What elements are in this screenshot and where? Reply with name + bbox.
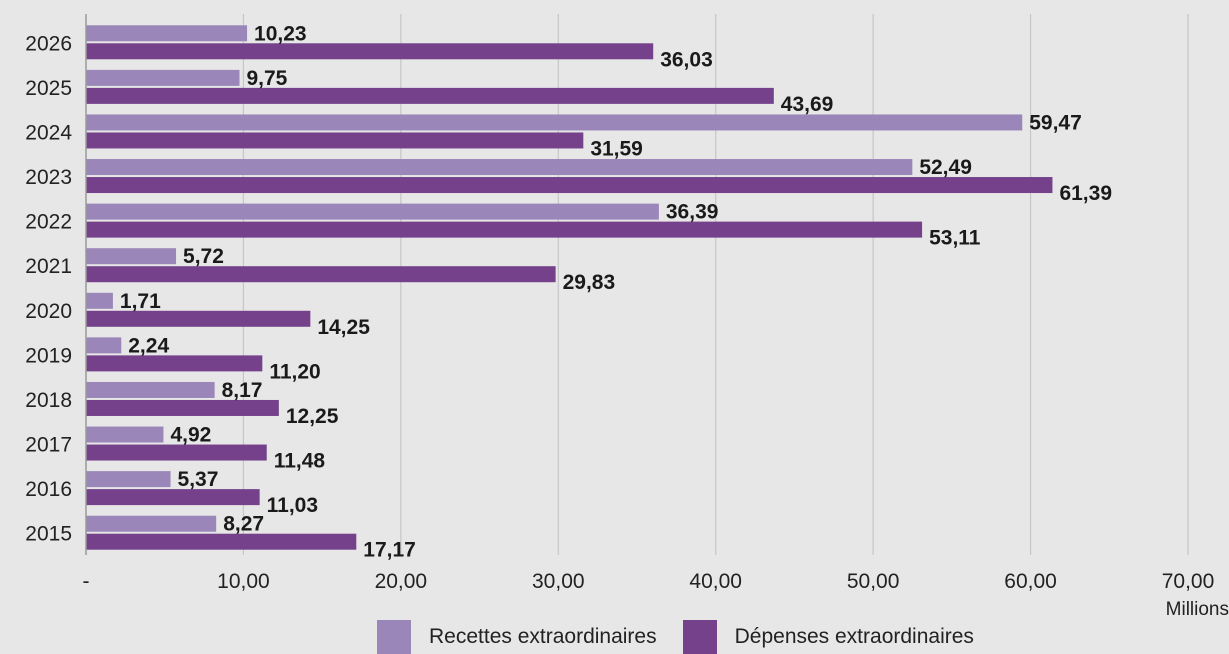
bar-recettes bbox=[86, 25, 248, 42]
legend-label-recettes: Recettes extraordinaires bbox=[429, 625, 657, 648]
category-label: 2024 bbox=[25, 121, 72, 144]
data-label: 52,49 bbox=[919, 156, 972, 179]
data-label: 36,39 bbox=[666, 201, 719, 224]
legend: Recettes extraordinaires Dépenses extrao… bbox=[377, 620, 1000, 654]
data-label: 11,03 bbox=[267, 494, 318, 517]
bar-recettes bbox=[86, 159, 913, 176]
bar-recettes bbox=[86, 515, 217, 532]
data-labels: 10,23 36,03 9,75 43,69 59,47 31,59 52,49 61,39 3… bbox=[120, 22, 1112, 561]
legend-label-depenses: Dépenses extraordinaires bbox=[734, 625, 974, 648]
x-tick-label: 50,00 bbox=[847, 570, 900, 593]
data-label: 31,59 bbox=[590, 137, 643, 160]
data-label: 10,23 bbox=[254, 22, 307, 45]
bar-recettes bbox=[86, 426, 164, 443]
data-label: 61,39 bbox=[1059, 182, 1112, 205]
bar-recettes bbox=[86, 337, 122, 354]
bar-depenses bbox=[86, 87, 774, 104]
data-label: 29,83 bbox=[563, 271, 616, 294]
category-label: 2018 bbox=[25, 389, 72, 412]
data-label: 12,25 bbox=[286, 405, 339, 428]
legend-swatch-recettes bbox=[377, 620, 411, 654]
data-label: 53,11 bbox=[929, 227, 981, 250]
bar-depenses bbox=[86, 43, 654, 60]
category-label: 2017 bbox=[25, 434, 72, 457]
bar-depenses bbox=[86, 132, 584, 149]
bar-depenses bbox=[86, 266, 556, 283]
bar-recettes bbox=[86, 248, 177, 265]
x-unit-label: Millions bbox=[1166, 599, 1229, 620]
data-label: 36,03 bbox=[660, 48, 713, 71]
x-tick-label: 10,00 bbox=[217, 570, 270, 593]
bar-recettes bbox=[86, 292, 113, 309]
data-label: 17,17 bbox=[363, 539, 416, 562]
data-label: 8,27 bbox=[223, 513, 264, 536]
gridlines bbox=[242, 14, 1189, 555]
legend-item-depenses: Dépenses extraordinaires bbox=[682, 620, 974, 654]
x-tick-label: - bbox=[83, 570, 90, 593]
legend-item-recettes: Recettes extraordinaires bbox=[377, 620, 657, 654]
x-tick-label: 60,00 bbox=[1004, 570, 1057, 593]
data-label: 11,20 bbox=[269, 360, 320, 383]
x-tick-labels: - 10,00 20,00 30,00 40,00 50,00 60,00 70,00 bbox=[83, 570, 1215, 593]
category-label: 2026 bbox=[25, 32, 72, 55]
data-label: 5,72 bbox=[183, 245, 224, 268]
x-tick-label: 20,00 bbox=[375, 570, 428, 593]
data-label: 1,71 bbox=[120, 290, 161, 313]
category-label: 2021 bbox=[25, 255, 72, 278]
data-label: 43,69 bbox=[781, 93, 834, 116]
bar-depenses bbox=[86, 533, 357, 550]
data-label: 8,17 bbox=[222, 379, 263, 402]
bar-recettes bbox=[86, 69, 240, 86]
data-label: 4,92 bbox=[170, 424, 211, 447]
bar-depenses bbox=[86, 177, 1053, 194]
bar-recettes bbox=[86, 114, 1023, 131]
data-label: 5,37 bbox=[178, 468, 219, 491]
data-label: 59,47 bbox=[1029, 111, 1082, 134]
x-tick-label: 70,00 bbox=[1162, 570, 1215, 593]
x-tick-label: 40,00 bbox=[689, 570, 742, 593]
bar-depenses bbox=[86, 489, 260, 506]
data-label: 14,25 bbox=[317, 316, 370, 339]
category-label: 2019 bbox=[25, 344, 72, 367]
data-label: 9,75 bbox=[246, 67, 287, 90]
category-label: 2020 bbox=[25, 300, 72, 323]
legend-swatch-depenses bbox=[682, 620, 717, 654]
x-tick-label: 30,00 bbox=[532, 570, 585, 593]
data-label: 2,24 bbox=[128, 334, 169, 357]
bar-recettes bbox=[86, 203, 659, 220]
bar-depenses bbox=[86, 399, 279, 416]
bar-recettes bbox=[86, 471, 171, 488]
category-labels: 2026 2025 2024 2023 2022 2021 2020 2019 2018 2017… bbox=[25, 32, 72, 545]
data-label: 11,48 bbox=[274, 450, 326, 473]
category-label: 2023 bbox=[25, 166, 72, 189]
category-label: 2016 bbox=[25, 478, 72, 501]
category-label: 2015 bbox=[25, 523, 72, 546]
bar-depenses bbox=[86, 355, 263, 372]
category-label: 2022 bbox=[25, 211, 72, 234]
bar-recettes bbox=[86, 381, 215, 398]
bar-depenses bbox=[86, 221, 923, 238]
bars bbox=[86, 25, 1053, 550]
bar-depenses bbox=[86, 444, 267, 461]
category-label: 2025 bbox=[25, 77, 72, 100]
bar-depenses bbox=[86, 310, 311, 327]
